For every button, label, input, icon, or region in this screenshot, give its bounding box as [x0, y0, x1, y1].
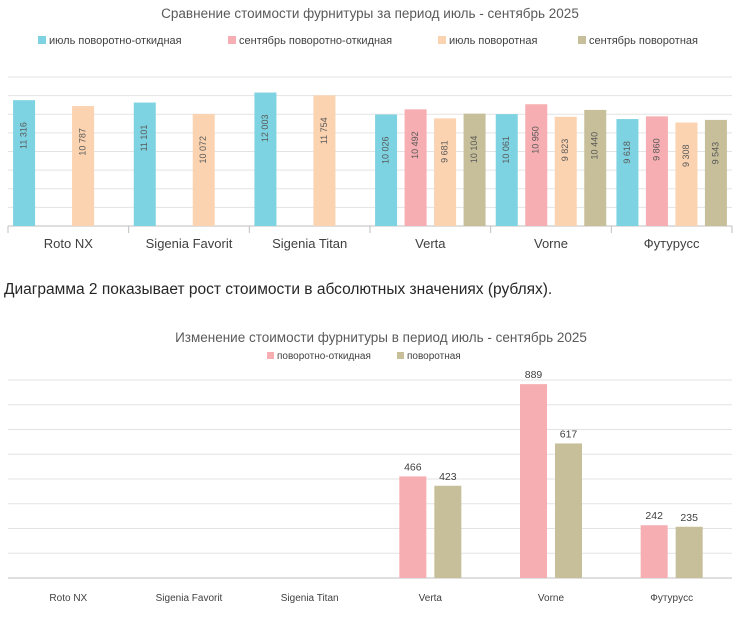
chart-2: Изменение стоимости фурнитуры в период и…: [8, 330, 732, 604]
bar: [616, 119, 639, 226]
x-tick-label: Verta: [415, 236, 446, 251]
x-tick-label: Sigenia Titan: [281, 593, 339, 604]
data-label: 9 308: [681, 145, 691, 168]
legend-swatch: [438, 36, 446, 44]
data-label: 11 754: [319, 117, 329, 144]
bar: [375, 114, 398, 226]
data-label: 466: [404, 461, 422, 473]
bar: [72, 106, 95, 226]
bar: [495, 114, 518, 226]
x-tick-label: Verta: [419, 593, 443, 604]
bar: [192, 114, 215, 226]
description-text: Диаграмма 2 показывает рост стоимости в …: [4, 281, 553, 298]
bar: [520, 384, 547, 578]
bar: [645, 116, 668, 226]
bar: [554, 116, 577, 226]
legend-label: сентябрь поворотно-откидная: [239, 35, 392, 47]
bar: [704, 119, 727, 226]
legend-label: июль поворотно-откидная: [49, 35, 182, 47]
legend-swatch: [397, 352, 404, 359]
data-label: 10 787: [77, 128, 87, 156]
bar: [525, 104, 548, 226]
bar: [463, 113, 486, 226]
x-tick-label: Sigenia Favorit: [146, 236, 233, 251]
bar: [404, 109, 427, 226]
bar: [13, 100, 36, 226]
bar: [254, 92, 277, 226]
data-label: 9 860: [651, 138, 661, 161]
chart-1: Сравнение стоимости фурнитуры за период …: [7, 6, 733, 251]
data-label: 10 026: [380, 137, 390, 165]
legend-swatch: [267, 352, 274, 359]
x-tick-label: Футуpycc: [650, 593, 693, 604]
data-label: 12 003: [260, 115, 270, 143]
x-tick-label: Vorne: [538, 593, 565, 604]
legend-label: сентябрь поворотная: [589, 35, 698, 47]
bar: [584, 109, 607, 226]
x-tick-label: Roto NX: [44, 236, 93, 251]
legend-swatch: [228, 36, 236, 44]
data-label: 9 823: [560, 139, 570, 162]
legend-label: июль поворотная: [449, 35, 537, 47]
data-label: 617: [560, 428, 578, 440]
data-label: 423: [439, 471, 457, 483]
legend-label: поворотная: [407, 351, 461, 362]
x-tick-label: Sigenia Favorit: [156, 593, 223, 604]
bar: [434, 485, 462, 578]
chart-title: Изменение стоимости фурнитуры в период и…: [175, 330, 587, 345]
data-label: 9 543: [710, 142, 720, 165]
chart-title: Сравнение стоимости фурнитуры за период …: [161, 6, 579, 21]
data-label: 10 440: [590, 132, 600, 160]
data-label: 10 061: [501, 136, 511, 164]
legend-swatch: [578, 36, 586, 44]
data-label: 235: [680, 512, 698, 524]
bar: [434, 118, 457, 226]
legend-label: поворотно-откидная: [277, 351, 371, 362]
bar: [555, 443, 582, 578]
data-label: 889: [525, 369, 543, 381]
bar: [675, 526, 703, 578]
data-label: 10 492: [410, 131, 420, 159]
data-label: 11 316: [18, 122, 28, 149]
data-label: 10 104: [469, 136, 479, 164]
x-tick-label: Vorne: [534, 236, 568, 251]
legend-swatch: [38, 36, 46, 44]
data-label: 9 618: [622, 141, 632, 164]
data-label: 10 950: [531, 126, 541, 154]
bar: [675, 122, 698, 226]
bar: [133, 102, 156, 226]
bar: [399, 476, 427, 578]
data-label: 10 072: [198, 136, 208, 164]
data-label: 9 681: [439, 140, 449, 163]
x-tick-label: Sigenia Titan: [272, 236, 347, 251]
data-label: 242: [645, 510, 663, 522]
data-label: 11 101: [139, 125, 149, 152]
x-tick-label: Футуpycc: [644, 236, 700, 251]
bar: [313, 95, 336, 226]
x-tick-label: Roto NX: [49, 593, 87, 604]
bar: [640, 525, 668, 578]
